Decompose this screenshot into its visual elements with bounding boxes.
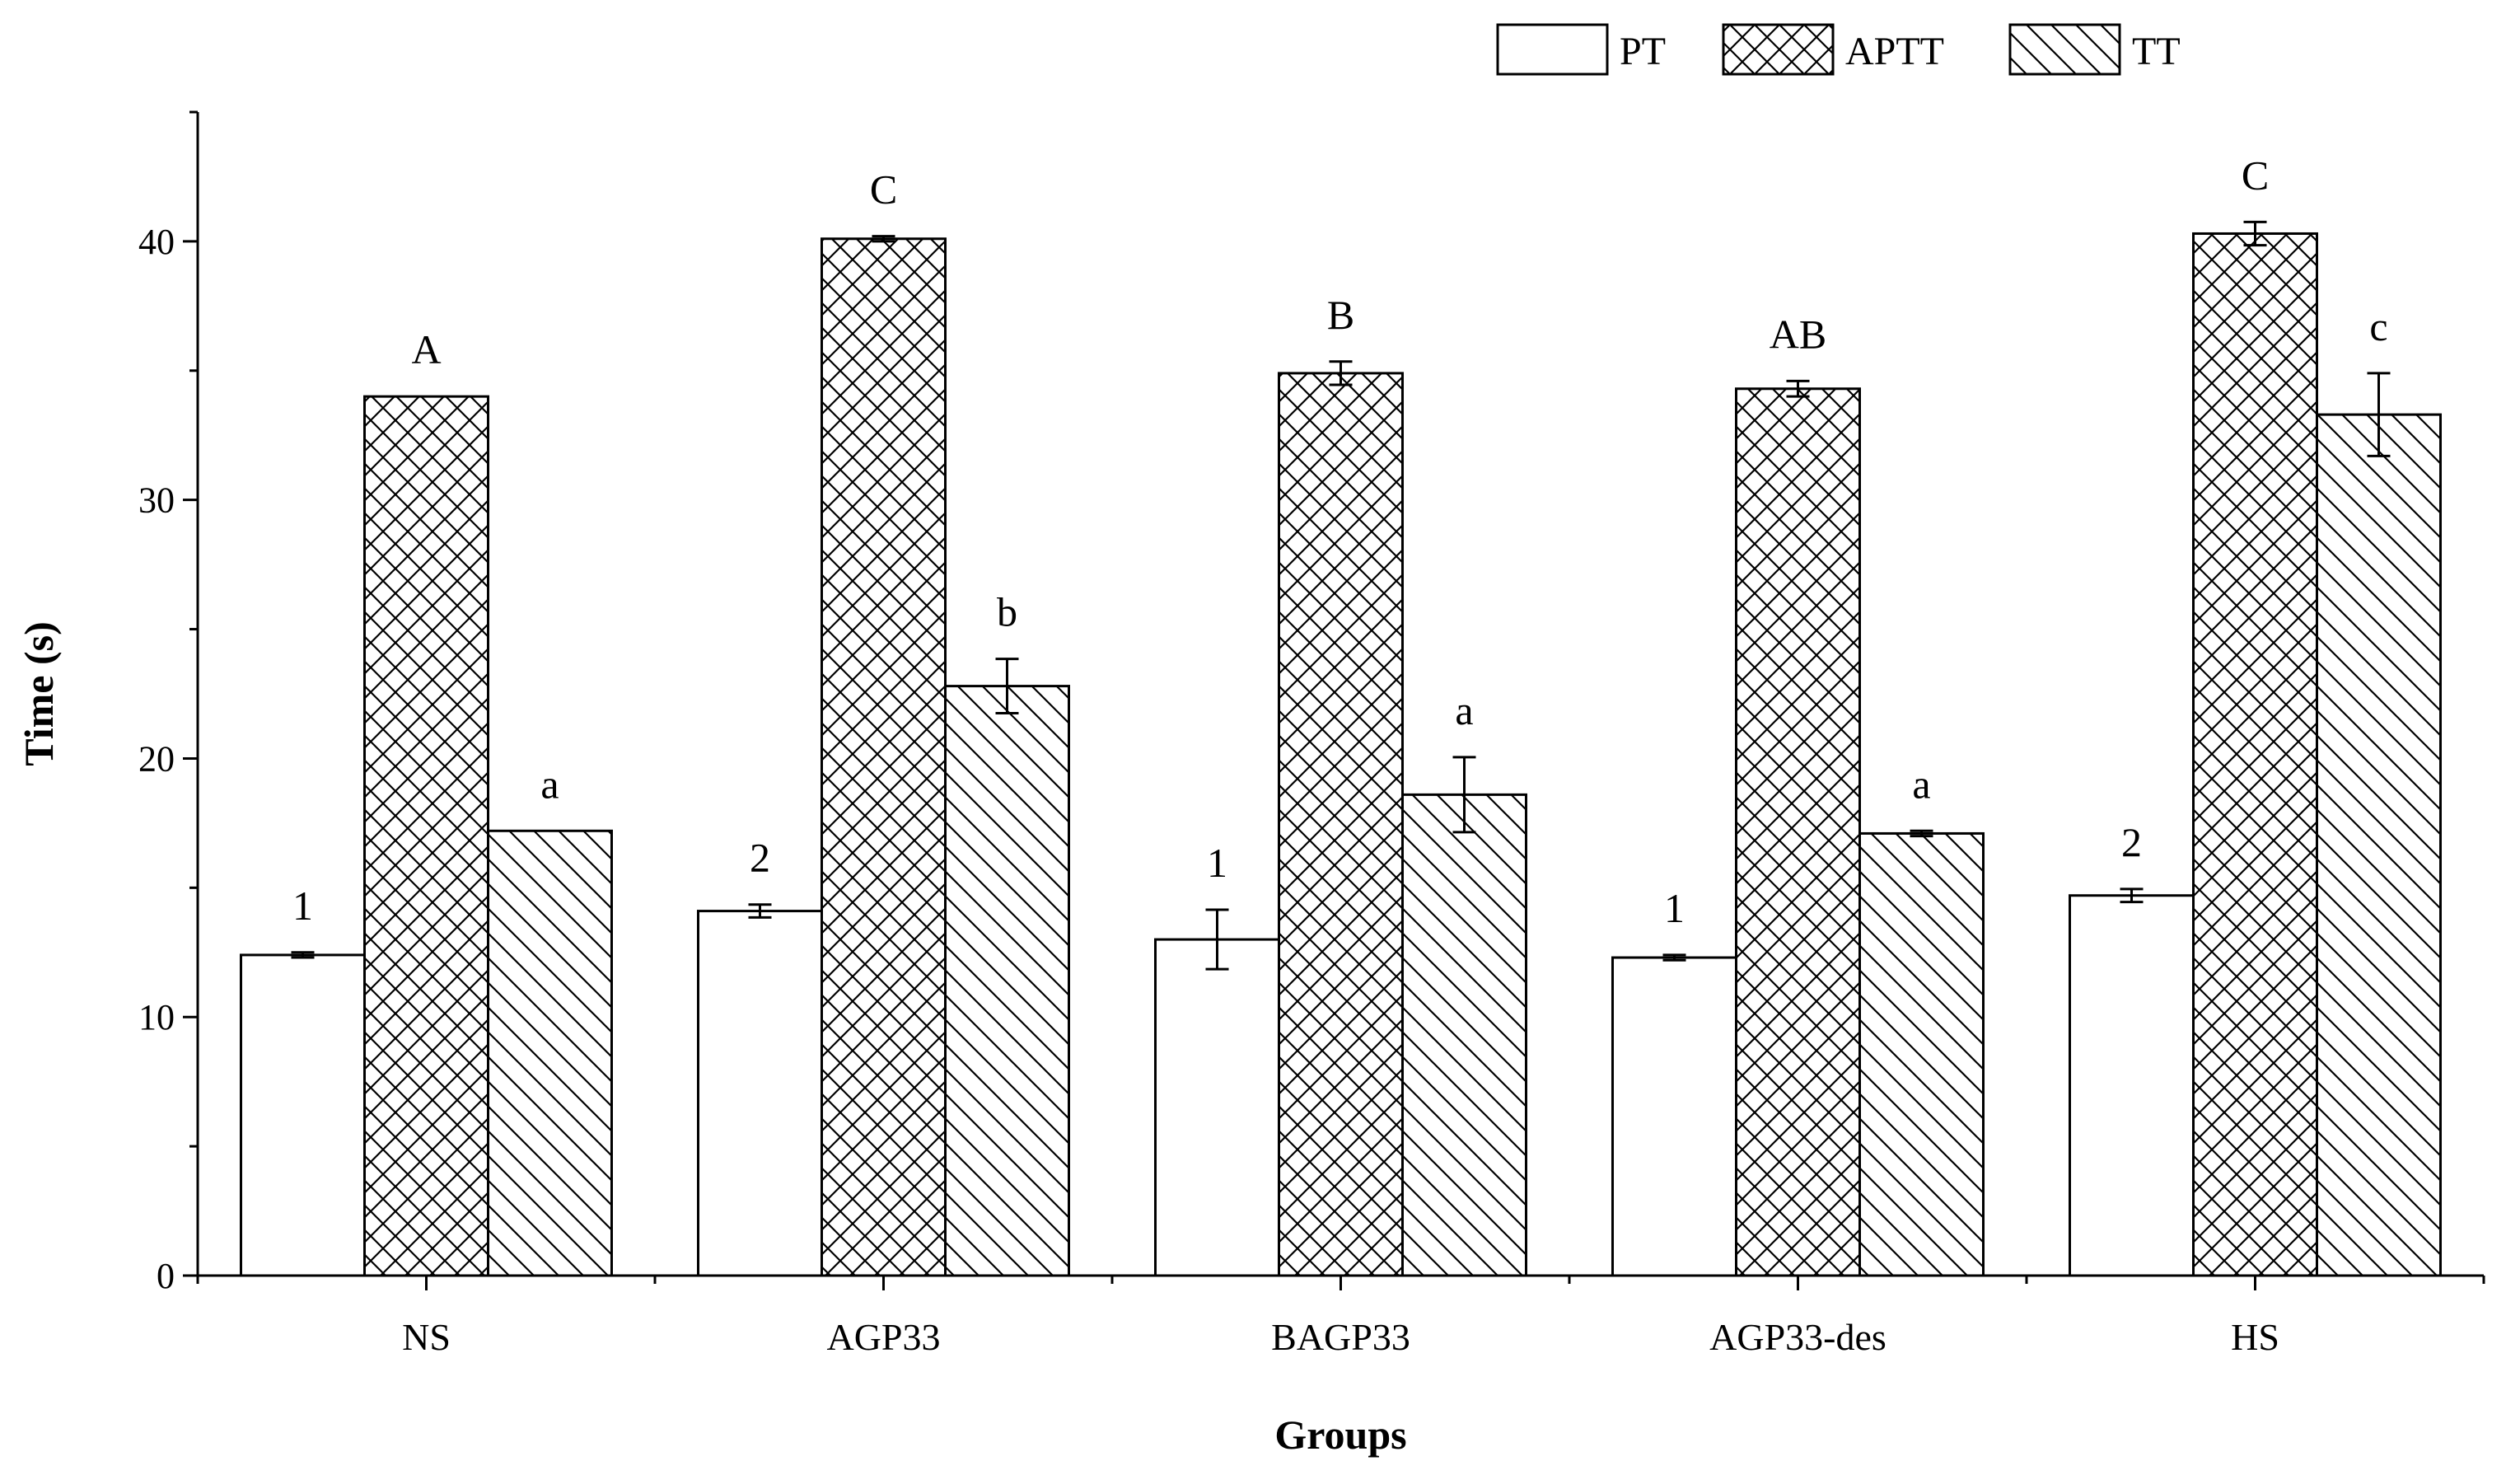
error-bar <box>872 235 895 243</box>
y-tick-label: 30 <box>138 480 175 521</box>
significance-label: C <box>2242 152 2269 198</box>
significance-label: 1 <box>1207 840 1227 886</box>
error-bar <box>2120 887 2144 904</box>
significance-label: C <box>870 166 897 213</box>
legend-item-tt: TT <box>2008 23 2181 76</box>
error-bar <box>1452 756 1476 834</box>
legend-label: PT <box>1620 30 1666 73</box>
legend-item-aptt: APTT <box>1722 23 1944 76</box>
bar-aptt-agp33-des <box>1735 387 1861 1277</box>
significance-label: c <box>2369 303 2387 349</box>
legend-swatch <box>2008 23 2121 76</box>
bar-pt-agp33-des <box>1611 956 1737 1277</box>
significance-label: a <box>1912 761 1930 807</box>
bar-tt-bagp33 <box>1401 793 1527 1277</box>
error-bar <box>1205 908 1229 971</box>
error-bar <box>995 658 1019 715</box>
bar-aptt-agp33 <box>821 237 947 1277</box>
significance-label: AB <box>1770 311 1826 357</box>
significance-label: 1 <box>1664 885 1685 931</box>
significance-label: a <box>1455 687 1473 733</box>
legend-swatch <box>1496 23 1609 76</box>
bar-aptt-bagp33 <box>1278 372 1404 1277</box>
y-tick-label: 0 <box>157 1256 175 1296</box>
ticks-layer <box>183 110 2485 1290</box>
bar-aptt-ns <box>363 395 489 1277</box>
error-bar <box>1786 379 1810 398</box>
error-bar <box>1329 360 1353 386</box>
error-bar <box>291 951 315 959</box>
significance-label: a <box>540 761 559 807</box>
y-tick-label: 20 <box>138 738 175 779</box>
x-tick-label: HS <box>2231 1316 2279 1358</box>
bar-pt-bagp33 <box>1154 938 1280 1277</box>
x-tick-label: BAGP33 <box>1271 1316 1410 1358</box>
bar-tt-hs <box>2316 413 2442 1277</box>
error-bar <box>748 903 772 919</box>
significance-label: 2 <box>2121 819 2142 865</box>
y-tick-label: 10 <box>138 997 175 1037</box>
significance-label: 2 <box>750 835 770 881</box>
error-bar <box>2367 372 2391 457</box>
significance-label: A <box>411 326 441 372</box>
x-tick-label: AGP33 <box>826 1316 940 1358</box>
legend-swatch <box>1722 23 1835 76</box>
labels-layer: 0 10 20 30 40 NS AGP33 BAGP33 AGP33-des HS 1 Aa 2 Cb 1… <box>138 152 2388 1358</box>
legend-label: APTT <box>1845 30 1944 73</box>
x-tick-label: NS <box>402 1316 451 1358</box>
bar-aptt-hs <box>2192 232 2318 1277</box>
x-axis-title: Groups <box>1274 1412 1406 1458</box>
bar-pt-agp33 <box>697 910 823 1277</box>
bar-tt-agp33 <box>944 685 1070 1277</box>
bar-tt-ns <box>487 829 613 1277</box>
error-bar <box>1910 829 1933 838</box>
bar-pt-ns <box>240 953 366 1277</box>
significance-label: 1 <box>292 883 313 929</box>
bar-pt-hs <box>2069 894 2195 1277</box>
legend-label: TT <box>2132 30 2181 73</box>
significance-label: B <box>1327 292 1354 338</box>
y-tick-label: 40 <box>138 222 175 262</box>
legend-item-pt: PT <box>1496 23 1666 76</box>
bars-layer <box>240 220 2442 1277</box>
x-tick-label: AGP33-des <box>1709 1316 1886 1358</box>
significance-label: b <box>997 589 1017 635</box>
legend: PT APTT TT <box>1496 23 2181 76</box>
error-bar <box>1662 953 1686 962</box>
bar-tt-agp33-des <box>1858 831 1985 1277</box>
y-axis-title: Time (s) <box>16 621 62 766</box>
error-bar <box>2243 220 2267 247</box>
